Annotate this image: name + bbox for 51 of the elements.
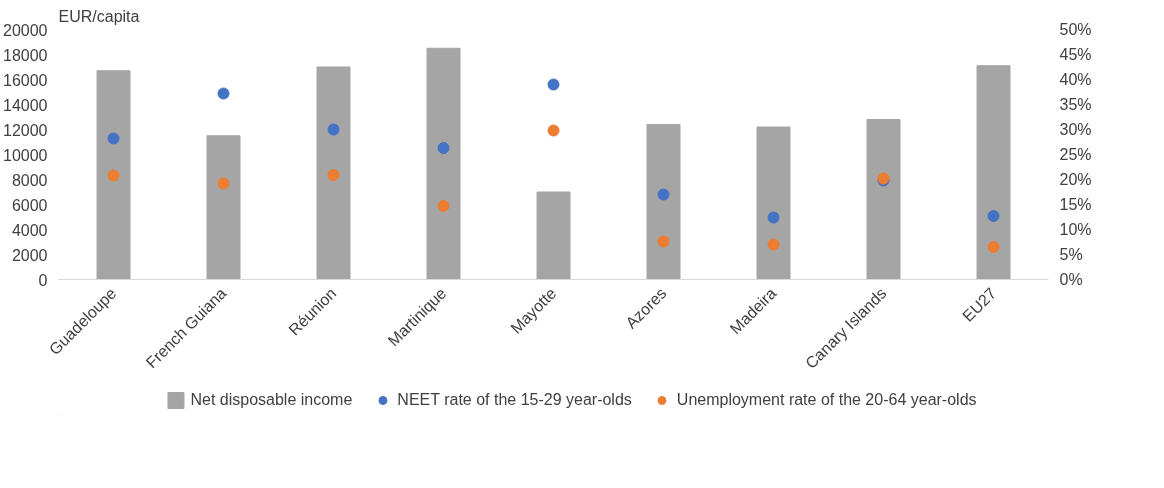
legend-label: Net disposable income [190,391,353,409]
bar [96,70,131,280]
bar [206,135,241,280]
y2-tick-label: 30% [1059,121,1092,138]
point [767,211,780,224]
y-tick-label: 8000 [11,171,48,189]
y2-tick-label: 40% [1059,71,1092,88]
point [987,210,1000,222]
y-tick-label: 2000 [11,246,48,264]
point [107,132,120,145]
bar [866,119,901,280]
y2-tick-label: 45% [1059,46,1092,63]
point [217,87,230,100]
y2-tick-label: 20% [1059,171,1092,188]
point [767,238,780,251]
y-tick-label: 18000 [3,46,48,64]
y2-tick-label: 5% [1059,246,1083,263]
y2-tick-label: 15% [1059,196,1092,213]
point [657,235,670,248]
bar [426,47,461,280]
bar [536,191,571,280]
y2-tick-label: 0% [1059,271,1083,288]
y-tick-label: 20000 [3,21,48,39]
bar [646,124,681,280]
bar [756,126,791,280]
point [327,169,340,181]
legend-label: NEET rate of the 15-29 year-olds [397,391,632,409]
y-tick-label: 16000 [3,71,48,89]
y2-tick-label: 10% [1059,221,1092,238]
y2-tick-label: 50% [1059,21,1092,38]
y-tick-label: 4000 [11,221,48,239]
point [657,188,670,201]
y-tick-label: 6000 [11,196,48,214]
point [437,200,450,212]
point [107,169,120,182]
y2-tick-label: 25% [1059,146,1092,163]
point [217,177,230,190]
y-tick-label: 10000 [3,146,48,164]
point [547,124,560,137]
y-tick-label: 12000 [3,121,48,139]
legend-label: Unemployment rate of the 20-64 year-olds [676,391,977,409]
point [437,142,450,154]
point [547,78,560,91]
point [327,123,340,136]
bar [976,65,1011,280]
y-tick-label: 14000 [3,96,48,114]
point [987,241,1000,253]
y-tick-label: 0 [38,271,48,289]
bar [316,66,351,280]
y2-tick-label: 35% [1059,96,1092,113]
y-axis-title: EUR/capita [58,7,140,25]
